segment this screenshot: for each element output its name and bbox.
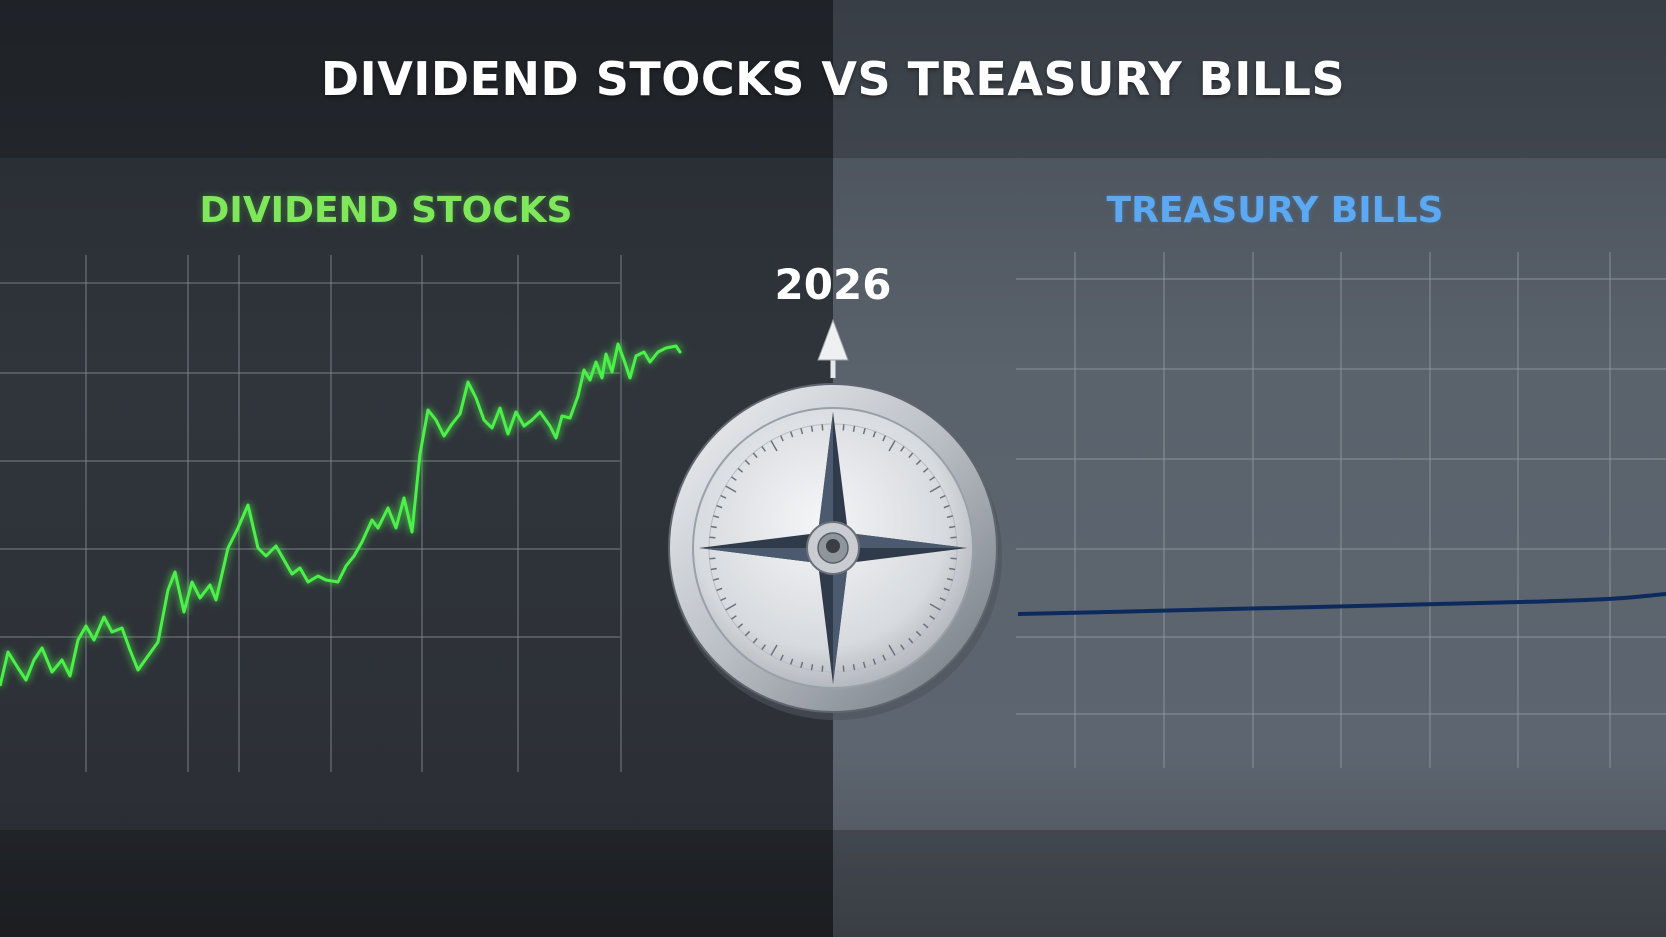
compass-tick (752, 637, 758, 644)
compass-tick (725, 603, 737, 611)
compass-tick (800, 428, 804, 435)
compass-tick (716, 587, 723, 592)
arrow-up-icon (817, 318, 849, 378)
compass-tick (949, 567, 956, 571)
compass-icon (668, 383, 1002, 720)
compass-tick (939, 597, 946, 602)
compass-tick (720, 597, 727, 602)
compass-tick (789, 431, 794, 438)
compass-tick (939, 494, 946, 499)
compass-tick (779, 435, 784, 442)
compass-tick (737, 623, 744, 629)
compass-tick (761, 445, 766, 452)
compass-tick (929, 615, 936, 620)
treasury-bills-title: TREASURY BILLS (1106, 190, 1444, 231)
left-chart-grid (0, 255, 622, 772)
compass-tick (770, 644, 778, 656)
header-band (0, 0, 1666, 158)
compass-tick (779, 654, 784, 661)
compass-tick (949, 525, 956, 529)
compass-tick (770, 440, 778, 452)
compass-tick (713, 515, 720, 519)
compass-tick (761, 644, 766, 651)
compass-tick (720, 494, 727, 499)
compass-tick (862, 428, 866, 435)
compass-tick (713, 577, 720, 581)
compass-tick (789, 658, 794, 665)
footer-band (0, 830, 1666, 937)
year-label: 2026 (774, 260, 892, 309)
compass-tick (730, 476, 737, 481)
compass-tick (872, 658, 877, 665)
compass-tick (710, 525, 717, 529)
compass-tick (737, 467, 744, 473)
compass-tick (882, 654, 887, 661)
compass-tick (908, 637, 914, 644)
compass-tick (800, 661, 804, 668)
page-title: DIVIDEND STOCKS VS TREASURY BILLS (320, 52, 1346, 106)
compass-tick (852, 664, 856, 671)
compass-tick (946, 515, 953, 519)
compass-tick (730, 615, 737, 620)
compass-tick (888, 644, 896, 656)
compass-tick (744, 630, 751, 637)
compass-tick (908, 452, 914, 459)
compass-tick (709, 536, 716, 539)
compass-tick (922, 623, 929, 629)
compass-tick (716, 504, 723, 509)
compass-tick (862, 661, 866, 668)
compass-tick (929, 603, 941, 611)
compass-tick (810, 664, 814, 671)
compass-tick (888, 440, 896, 452)
compass-tick (950, 536, 957, 539)
compass-tick (709, 557, 716, 560)
compass-tick (852, 425, 856, 432)
compass-tick (900, 445, 905, 452)
treasury-bills-line (1017, 592, 1666, 616)
compass-tick (946, 577, 953, 581)
compass-tick (882, 435, 887, 442)
compass-tick (929, 476, 936, 481)
compass-tick (744, 459, 751, 466)
compass-tick (842, 665, 845, 672)
compass-tick (821, 424, 824, 431)
compass-tick (900, 644, 905, 651)
compass-tick (710, 567, 717, 571)
compass-tick (915, 630, 922, 637)
compass-tick (872, 431, 877, 438)
compass-tick (821, 665, 824, 672)
dividend-stocks-title: DIVIDEND STOCKS (199, 190, 573, 231)
compass-tick (915, 459, 922, 466)
compass-tick (929, 485, 941, 493)
compass-tick (950, 557, 957, 560)
compass-tick (752, 452, 758, 459)
compass-tick (943, 587, 950, 592)
compass-tick (943, 504, 950, 509)
compass-tick (842, 424, 845, 431)
compass-tick (725, 485, 737, 493)
right-chart-grid (1016, 252, 1666, 768)
compass-tick (922, 467, 929, 473)
compass-tick (810, 425, 814, 432)
dividend-stocks-line (0, 342, 682, 687)
